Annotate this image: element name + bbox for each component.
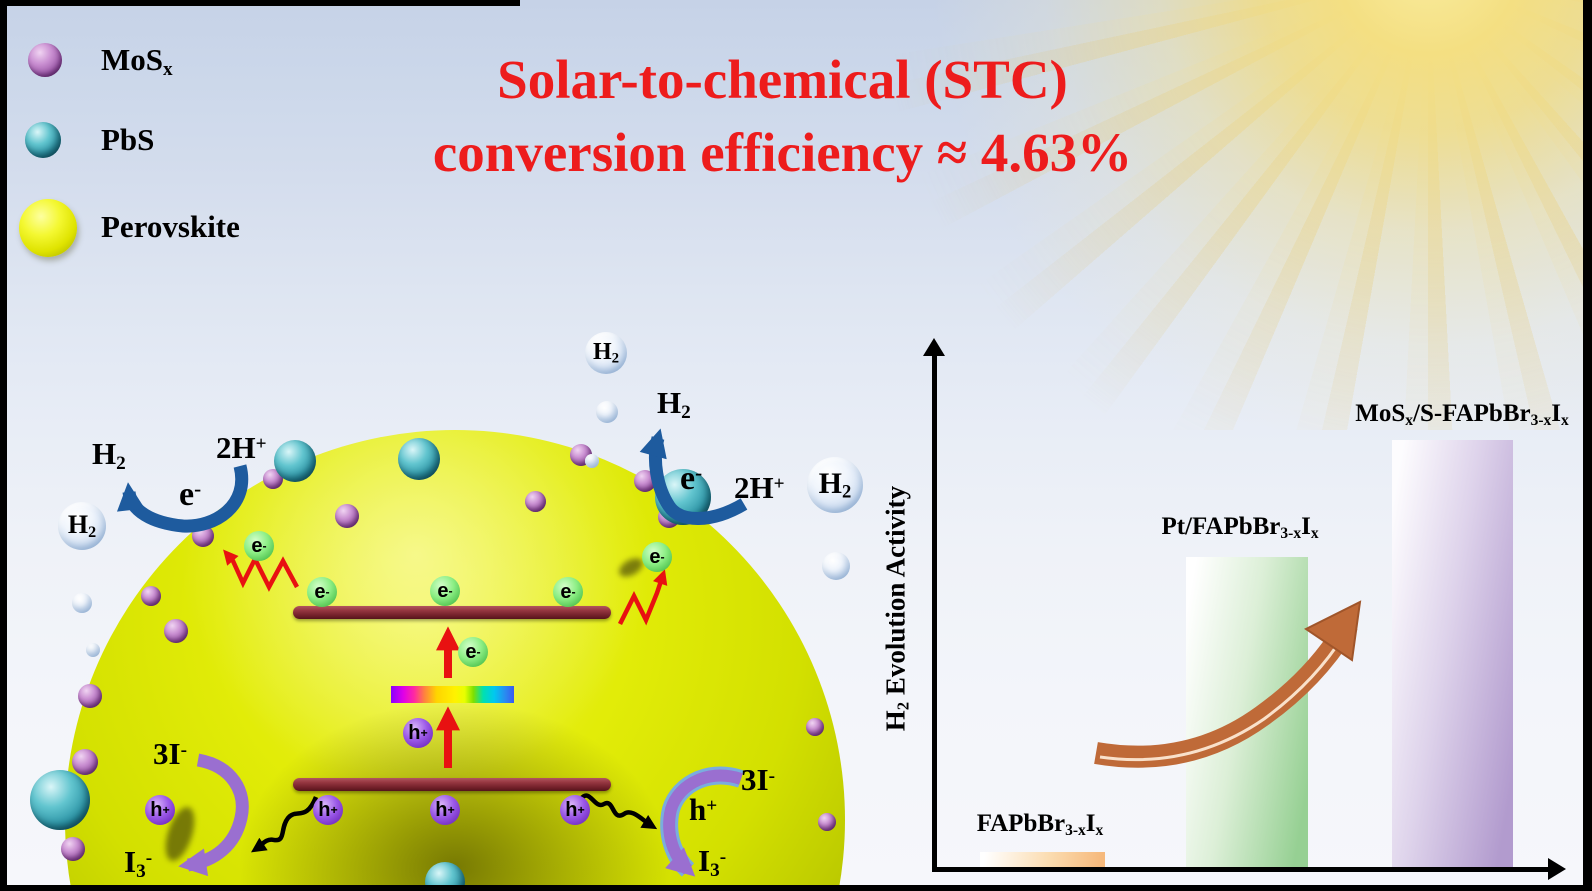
h2-label-left: H2: [92, 436, 126, 474]
bar-pt-fapbbr: [1186, 557, 1308, 867]
hole-ball: h +: [430, 795, 460, 825]
mosx-particle: [634, 470, 656, 492]
electron-ball: e-: [458, 637, 488, 667]
title-line-2: conversion efficiency ≈ 4.63%: [432, 121, 1133, 183]
legend-pbs-label: PbS: [101, 122, 155, 157]
h2-bubble-label: H2: [818, 466, 852, 503]
h2-gas-bubble: H2: [585, 332, 627, 374]
bar-mosx-fapbbr: [1392, 440, 1513, 867]
frame-border-bottom: [0, 885, 1592, 891]
bubble: [596, 401, 618, 423]
legend-pbs-sphere: [25, 122, 61, 158]
y-axis-label: H2 Evolution Activity: [880, 485, 913, 732]
mosx-particle: [141, 586, 161, 606]
valence-band-bar: [293, 778, 611, 791]
electron-ball: e-: [553, 577, 583, 607]
2h-plus-label-right: 2H+: [734, 470, 785, 505]
frame-border-right: [1583, 0, 1592, 891]
mosx-particle: [525, 491, 546, 512]
light-spectrum-bar: [391, 686, 514, 703]
x-axis-arrowhead: [1548, 858, 1566, 880]
frame-border-left: [0, 0, 7, 891]
bubble: [86, 643, 100, 657]
mosx-particle: [192, 525, 214, 547]
bubble: [822, 552, 850, 580]
tri-iodide-label-right: 3I-: [741, 762, 775, 797]
hole-ball: h +: [145, 795, 175, 825]
bubble: [585, 454, 599, 468]
2h-plus-label-left: 2H+: [216, 430, 267, 465]
mosx-particle: [335, 504, 359, 528]
legend-mosx-sphere: [28, 43, 62, 77]
electron-ball: e-: [244, 531, 274, 561]
title-line-1: Solar-to-chemical (STC): [497, 49, 1068, 110]
h2-gas-bubble: H2: [807, 457, 863, 513]
hole-ball: h +: [313, 795, 343, 825]
mosx-particle: [806, 718, 824, 736]
trend-arrowhead: [1304, 600, 1362, 662]
electron-ball: e-: [430, 576, 460, 606]
mosx-particle: [818, 813, 836, 831]
h2-bubble-label: H2: [67, 509, 97, 541]
h2-bubble-label: H2: [592, 338, 620, 367]
h2-label-right: H2: [657, 385, 691, 423]
hole-ball: h +: [403, 718, 433, 748]
figure-title: Solar-to-chemical (STC) conversion effic…: [330, 44, 1235, 189]
mosx-particle: [78, 684, 102, 708]
y-axis-arrowhead: [923, 338, 945, 356]
legend-mosx-label: MoSx: [101, 42, 173, 80]
hole-label-right: h+: [689, 792, 718, 827]
hole-ball: h +: [560, 795, 590, 825]
electron-label-right: e-: [680, 460, 703, 497]
i3-label-right: I3-: [698, 843, 727, 881]
mosx-particle: [72, 749, 98, 775]
i3-label-left: I3-: [124, 844, 153, 882]
bar-label-mosx-fapbbr: MoSx/S-FAPbBr3-xIx: [1355, 400, 1569, 429]
legend-perovskite-sphere: [19, 199, 77, 257]
electron-ball: e-: [307, 577, 337, 607]
tri-iodide-label-left: 3I-: [153, 736, 187, 771]
legend-perovskite-label: Perovskite: [101, 209, 240, 244]
pbs-particle: [274, 440, 316, 482]
mosx-particle: [61, 837, 85, 861]
electron-ball: e-: [642, 542, 672, 572]
conduction-band-bar: [293, 606, 611, 619]
mosx-particle: [164, 619, 188, 643]
bar-fapbbr: [980, 852, 1105, 867]
bar-label-fapbbr: FAPbBr3-xIx: [976, 810, 1104, 839]
electron-label-left: e-: [179, 476, 202, 513]
x-axis-line: [932, 867, 1548, 872]
pbs-particle: [30, 770, 90, 830]
bar-label-pt-fapbbr: Pt/FAPbBr3-xIx: [1161, 513, 1319, 542]
y-axis-line: [932, 352, 937, 872]
bubble: [72, 593, 92, 613]
frame-border-top: [0, 0, 520, 6]
h2-gas-bubble: H2: [58, 502, 106, 550]
pbs-particle: [398, 438, 440, 480]
